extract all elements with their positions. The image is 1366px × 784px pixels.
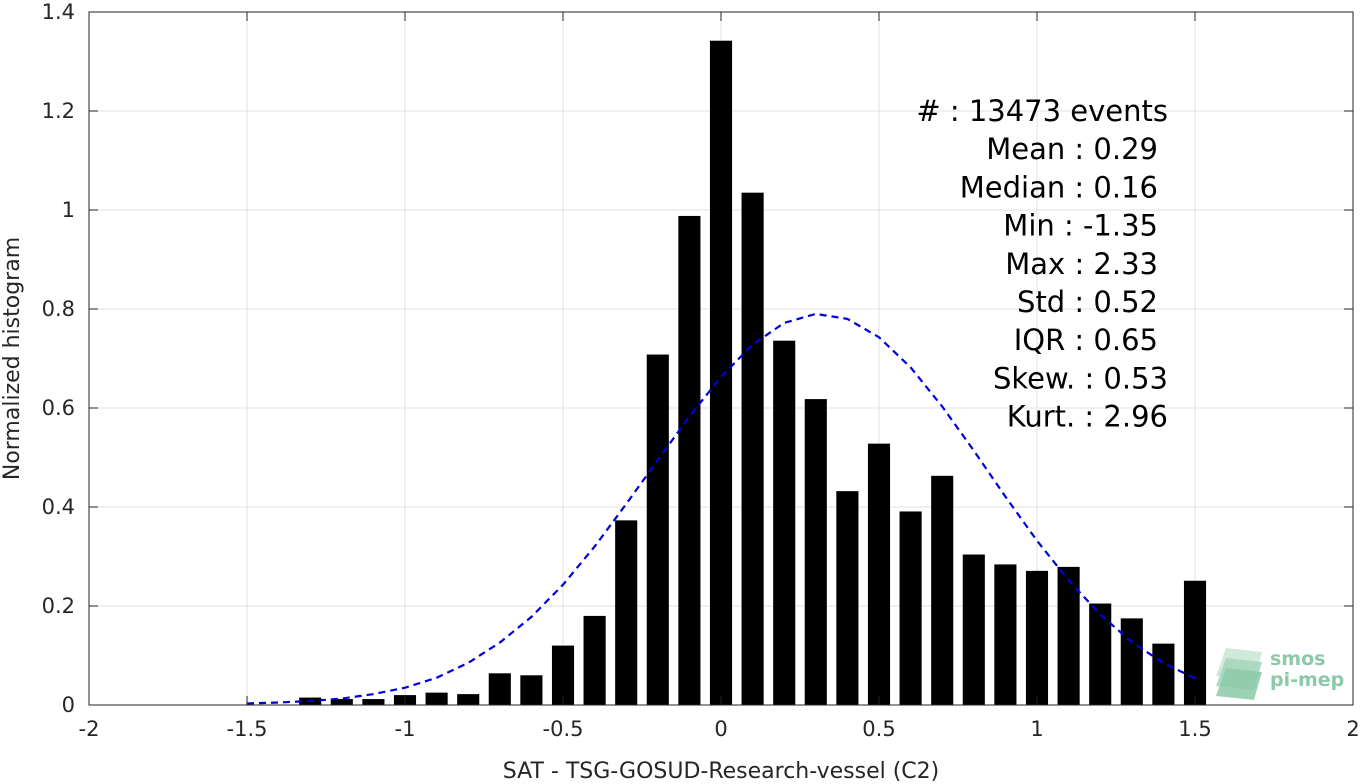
histogram-bar: [962, 554, 985, 705]
histogram-bar: [457, 694, 480, 705]
x-tick-label: -2: [79, 717, 100, 741]
histogram-bar: [1152, 643, 1175, 705]
histogram-bar: [773, 340, 796, 705]
x-tick-label: -1.5: [227, 717, 268, 741]
smos-pi-mep-logo: smos pi-mep: [1216, 648, 1344, 700]
histogram-bar: [425, 692, 448, 705]
histogram-bar: [330, 699, 353, 705]
histogram-bar: [931, 475, 954, 705]
x-tick-label: 1.5: [1178, 717, 1211, 741]
y-tick-label: 0.6: [42, 396, 75, 420]
y-tick-label: 0.2: [42, 594, 75, 618]
histogram-bar: [994, 564, 1017, 705]
histogram-bar: [646, 354, 669, 705]
histogram-bar: [520, 675, 543, 705]
stat-line: Mean : 0.29: [986, 132, 1158, 166]
x-tick-label: 0.5: [862, 717, 895, 741]
axes-frame: [88, 11, 1354, 706]
x-tick-label: -0.5: [543, 717, 584, 741]
y-tick-label: 0.4: [42, 495, 75, 519]
y-tick-label: 1.2: [42, 99, 75, 123]
x-tick-labels: -2 -1.5 -1 -0.5 0 0.5 1 1.5 2: [79, 717, 1360, 741]
stat-line: Max : 2.33: [1005, 247, 1158, 281]
stat-line: IQR : 0.65: [1014, 323, 1158, 357]
histogram-bar: [741, 192, 764, 706]
x-tick-label: -1: [395, 717, 416, 741]
histogram-bar: [804, 399, 827, 705]
histogram-bar: [836, 491, 859, 705]
y-tick-labels: 0 0.2 0.4 0.6 0.8 1 1.2 1.4: [42, 0, 75, 717]
stat-line: Skew. : 0.53: [993, 361, 1168, 395]
x-axis-label: SAT - TSG-GOSUD-Research-vessel (C2): [503, 759, 940, 784]
histogram-bar: [1057, 566, 1080, 705]
histogram-bar: [615, 520, 638, 705]
histogram-bar: [583, 615, 606, 705]
y-tick-label: 0.8: [42, 297, 75, 321]
y-tick-label: 1.4: [42, 0, 75, 24]
y-tick-label: 1: [62, 198, 75, 222]
histogram-bar: [709, 40, 733, 705]
histogram-bar: [678, 215, 701, 705]
histogram-bar: [1183, 580, 1207, 705]
x-tick-label: 0: [714, 717, 727, 741]
stat-line: Min : -1.35: [1003, 209, 1158, 243]
y-tick-label: 0: [62, 693, 75, 717]
stat-line: Median : 0.16: [960, 170, 1158, 204]
stat-line: Std : 0.52: [1017, 285, 1158, 319]
stat-line: # : 13473 events: [916, 94, 1168, 128]
y-axis-label: Normalized histogram: [0, 237, 25, 480]
histogram-bars: [299, 40, 1207, 706]
histogram-bar: [1025, 570, 1049, 705]
statistics-annotation: # : 13473 events Mean : 0.29 Median : 0.16…: [916, 94, 1168, 434]
x-tick-label: 2: [1346, 717, 1359, 741]
stat-line: Kurt. : 2.96: [1007, 400, 1168, 434]
logo-line-1: smos: [1270, 648, 1325, 670]
histogram-bar: [899, 511, 922, 705]
histogram-bar: [488, 673, 511, 705]
fit-curve-layer: [246, 312, 1196, 705]
histogram-bar: [362, 699, 385, 705]
histogram-bar: [551, 645, 575, 705]
histogram-bar: [867, 443, 891, 705]
x-tick-label: 1: [1030, 717, 1043, 741]
fit-curve: [246, 312, 1196, 705]
histogram-bar: [1089, 603, 1112, 705]
histogram-bar: [1120, 618, 1143, 705]
logo-layers-icon: [1216, 648, 1262, 700]
logo-line-2: pi-mep: [1270, 669, 1344, 691]
